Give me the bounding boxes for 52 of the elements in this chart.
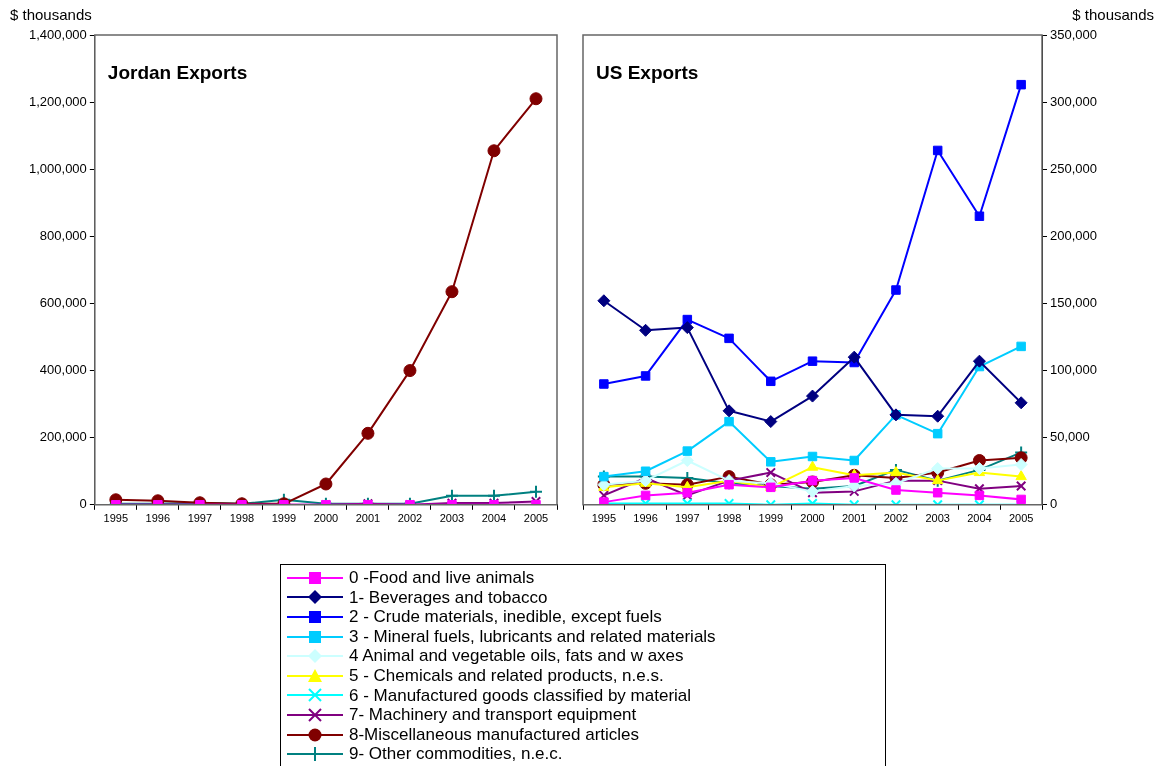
y-tick-label: 400,000 [39,362,87,378]
text: Jordan Exports [107,62,248,83]
legend-label: 6 - Manufactured goods classified by material [349,685,692,706]
y2-tick-label: 350,000 [1050,26,1098,42]
x-tick-label: 2000 [313,512,339,525]
y2-tick-label: 50,000 [1050,429,1090,445]
y2-tick-label: 250,000 [1050,160,1098,176]
x-tick-label: 2004 [481,512,507,525]
x-tick-label: 2005 [1008,512,1034,525]
x-tick-label: 2001 [355,512,381,525]
legend-label: 7- Machinery and transport equipment [349,705,637,725]
legend-label: 1- Beverages and tobacco [349,587,548,608]
text: US Exports [596,62,699,83]
x-tick-label: 2005 [523,512,549,525]
x-tick-label: 1997 [187,512,213,525]
y-axis-title: $ thousands [10,6,92,23]
y2-tick-label: 300,000 [1050,93,1098,109]
x-tick-label: 2002 [397,512,423,525]
x-tick-label: 1998 [716,512,742,525]
x-tick-label: 1999 [271,512,297,525]
y2-tick-label: 0 [1050,496,1058,512]
x-tick-label: 1996 [633,512,658,525]
y-tick-label: 1,000,000 [28,160,87,176]
y-tick-label: 600,000 [39,295,87,311]
x-tick-label: 1997 [675,512,700,525]
y2-tick-label: 200,000 [1050,227,1098,243]
y-tick-label: 800,000 [39,227,87,243]
legend-label: 9- Other commodities, n.e.c. [349,744,563,764]
y-tick-label: 1,400,000 [28,26,87,42]
x-tick-label: 2003 [439,512,465,525]
x-tick-label: 1998 [229,512,255,525]
y2-tick-label: 100,000 [1050,362,1098,378]
legend-label: 8-Miscellaneous manufactured articles [349,724,640,745]
x-tick-label: 1995 [103,512,129,525]
legend-label: 3 - Mineral fuels, lubricants and related materials [349,626,716,647]
y2-tick-label: 150,000 [1050,295,1098,311]
y2-axis-title: $ thousands [1072,6,1154,23]
y-tick-label: 200,000 [39,429,87,445]
x-tick-label: 1995 [591,512,617,525]
x-tick-label: 2001 [841,512,867,525]
x-tick-label: 2000 [800,512,825,525]
x-tick-label: 1996 [145,512,171,525]
legend-label: 0 -Food and live animals [349,568,535,588]
y-tick-label: 0 [79,496,87,512]
legend-label: 4 Animal and vegetable oils, fats and w axes [349,646,684,666]
x-tick-label: 2003 [925,512,950,525]
x-tick-label: 2002 [883,512,909,525]
legend-label: 5 - Chemicals and related products, n.e.s. [349,665,664,686]
x-tick-label: 2004 [967,512,992,525]
y-tick-label: 1,200,000 [28,93,87,109]
legend-label: 2 - Crude materials, inedible, except fuels [349,607,662,627]
x-tick-label: 1999 [758,512,784,525]
